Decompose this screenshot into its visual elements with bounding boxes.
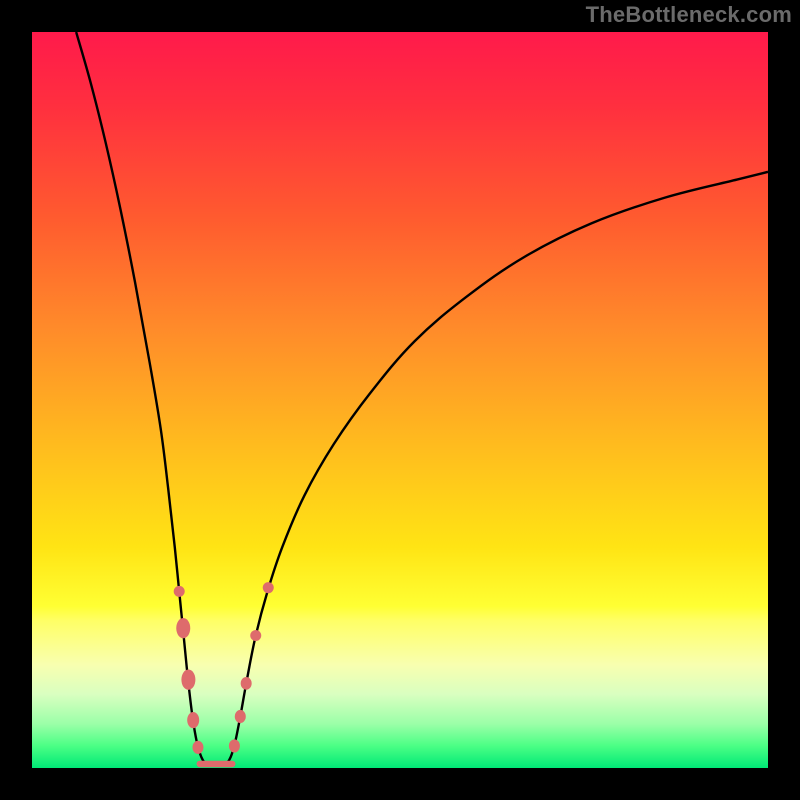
left-marker <box>176 618 190 638</box>
right-marker <box>263 582 274 593</box>
right-marker <box>241 677 252 690</box>
left-marker <box>187 712 199 728</box>
left-marker <box>192 741 203 754</box>
bottleneck-curve-svg <box>32 32 768 768</box>
right-marker <box>235 710 246 723</box>
left-marker <box>181 670 195 690</box>
right-marker <box>229 739 240 752</box>
right-curve <box>226 172 768 764</box>
watermark-text: TheBottleneck.com <box>586 2 792 28</box>
plot-area <box>32 32 768 768</box>
left-marker <box>174 586 185 597</box>
right-marker <box>250 630 261 641</box>
chart-frame: TheBottleneck.com <box>0 0 800 800</box>
left-curve <box>76 32 206 764</box>
